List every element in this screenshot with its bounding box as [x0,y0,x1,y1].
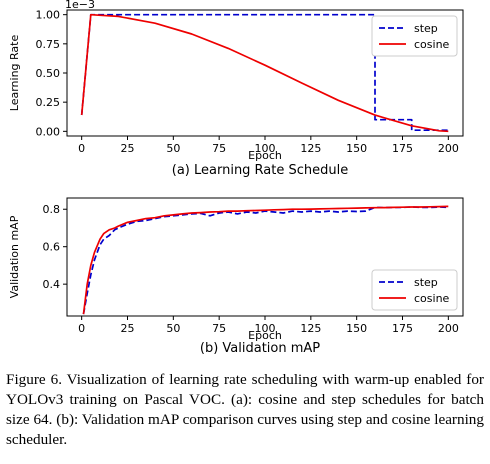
x-tick-label: 100 [255,142,276,155]
legend-label-step: step [414,22,438,35]
x-tick-label: 150 [346,322,367,335]
legend-box [371,269,458,311]
x-tick-label: 200 [438,142,459,155]
y-scale-label: 1e−3 [65,0,95,11]
x-tick-label: 25 [121,322,135,335]
x-tick-label: 175 [392,322,413,335]
y-axis-label: Learning Rate [8,35,21,112]
x-axis-label: Epoch [248,329,282,342]
legend-box [371,15,458,57]
y-tick-label: 0.00 [36,125,61,138]
figure-caption: Figure 6. Visualization of learning rate… [6,371,484,448]
series-line-cosine [80,13,449,133]
panel-caption: (b) Validation mAP [200,341,320,356]
y-tick-label: 1.00 [36,9,61,22]
x-tick-label: 125 [300,322,321,335]
panel-caption: (a) Learning Rate Schedule [172,163,349,178]
x-tick-label: 75 [212,142,226,155]
x-tick-label: 100 [255,322,276,335]
x-tick-label: 200 [438,322,459,335]
y-tick-label: 0.6 [43,241,61,254]
x-tick-label: 25 [121,142,135,155]
legend-label-cosine: cosine [414,38,450,51]
y-tick-label: 0.4 [43,278,61,291]
y-axis-label: Validation mAP [8,215,21,298]
chart-panel-b: 0 25 50 75 100 125 150 175 200 0.4 0.6 0.8 Epoch Vali… [8,197,464,356]
chart-panel-a: 0 25 50 75 100 125 150 175 200 0.00 0.25 0.50 0.75 1.… [8,0,464,178]
x-tick-label: 75 [212,322,226,335]
x-tick-label: 125 [300,142,321,155]
figure-canvas: 0 25 50 75 100 125 150 175 200 0.00 0.25 0.50 0.75 1.… [8,0,464,356]
y-tick-label: 0.8 [43,203,61,216]
legend: step cosine [371,269,458,311]
x-tick-label: 0 [78,322,85,335]
x-tick-label: 150 [346,142,367,155]
y-tick-label: 0.25 [36,96,61,109]
legend: step cosine [371,15,458,57]
y-tick-label: 0.75 [36,38,61,51]
x-axis-label: Epoch [248,149,282,162]
series-line-cosine [82,205,449,315]
x-tick-label: 0 [78,142,85,155]
x-tick-label: 50 [166,322,180,335]
x-tick-label: 50 [166,142,180,155]
legend-label-step: step [414,276,438,289]
x-tick-label: 175 [392,142,413,155]
legend-label-cosine: cosine [414,292,450,305]
y-tick-label: 0.50 [36,67,61,80]
